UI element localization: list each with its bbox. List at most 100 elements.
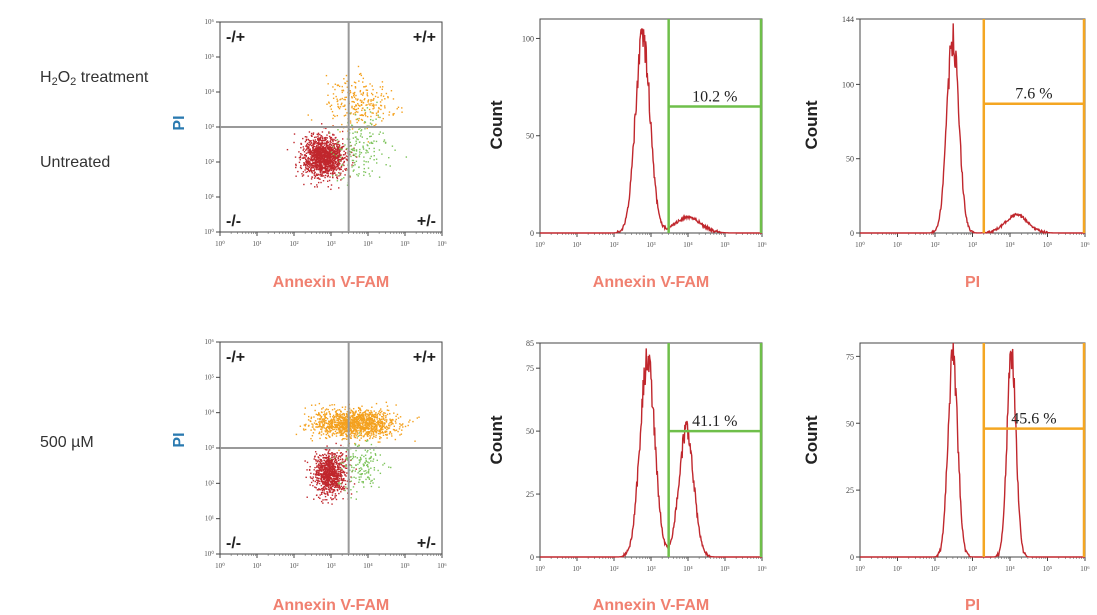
- scatter-point: [377, 111, 379, 113]
- scatter-point: [332, 414, 335, 417]
- scatter-point: [323, 415, 326, 417]
- scatter-point: [335, 475, 338, 478]
- scatter-point: [302, 157, 305, 159]
- scatter-point: [304, 460, 306, 462]
- scatter-point: [319, 494, 321, 496]
- scatter-point: [375, 114, 378, 116]
- scatter-point: [313, 469, 315, 471]
- scatter-point: [335, 456, 337, 458]
- scatter-point: [387, 409, 390, 412]
- scatter-point: [312, 432, 315, 434]
- x-tick-label: 10⁶: [437, 240, 447, 248]
- scatter-point: [315, 453, 318, 455]
- scatter-point: [335, 428, 337, 431]
- scatter-point: [327, 141, 330, 144]
- scatter-point: [337, 468, 339, 471]
- scatter-point: [318, 150, 320, 153]
- scatter-point: [325, 449, 328, 451]
- scatter-point: [324, 153, 326, 156]
- scatter-point: [331, 166, 333, 168]
- scatter-point: [392, 423, 394, 425]
- scatter-point: [332, 148, 335, 150]
- scatter-point: [368, 173, 371, 175]
- scatter-point: [388, 156, 390, 159]
- scatter-point: [370, 455, 372, 458]
- scatter-point: [409, 419, 411, 421]
- scatter-point: [336, 177, 339, 180]
- scatter-point: [334, 168, 336, 170]
- scatter-point: [324, 167, 327, 169]
- scatter-point: [336, 423, 339, 426]
- scatter-point: [352, 154, 355, 156]
- scatter-point: [360, 433, 363, 435]
- scatter-point: [360, 114, 363, 116]
- scatter-point: [320, 123, 323, 125]
- scatter-point: [326, 152, 329, 155]
- scatter-point: [319, 422, 321, 425]
- scatter-point: [322, 487, 324, 490]
- scatter-point: [312, 170, 315, 172]
- scatter-point: [362, 463, 365, 465]
- y-axis-label: Count: [802, 415, 821, 464]
- scatter-point: [390, 420, 392, 422]
- scatter-point: [336, 142, 338, 144]
- scatter-point: [326, 158, 329, 161]
- scatter-point: [378, 411, 380, 413]
- scatter-point: [317, 134, 319, 136]
- scatter-point: [355, 468, 357, 470]
- scatter-point: [356, 413, 359, 415]
- scatter-point: [332, 93, 335, 95]
- scatter-point: [316, 489, 319, 491]
- scatter-point: [310, 144, 313, 147]
- scatter-point: [315, 470, 318, 473]
- scatter-point: [337, 149, 339, 151]
- x-tick-label: 10⁴: [683, 565, 693, 573]
- scatter-point: [333, 473, 335, 475]
- y-tick-label: 50: [846, 419, 854, 428]
- scatter-point: [310, 183, 312, 185]
- scatter-point: [373, 150, 375, 153]
- scatter-point: [328, 426, 330, 428]
- scatter-point: [323, 420, 325, 422]
- scatter-point: [319, 157, 321, 159]
- scatter-point: [339, 163, 341, 165]
- scatter-point: [361, 109, 363, 112]
- scatter-point: [332, 418, 335, 421]
- scatter-point: [333, 469, 336, 471]
- scatter-point: [325, 138, 327, 141]
- scatter-point: [367, 100, 369, 102]
- scatter-point: [364, 413, 367, 416]
- scatter-point: [356, 419, 358, 422]
- scatter-point: [324, 139, 326, 142]
- scatter-point: [335, 426, 337, 429]
- scatter-point: [341, 102, 343, 105]
- scatter-point: [352, 423, 354, 425]
- scatter-point: [341, 429, 344, 431]
- scatter-point: [401, 111, 403, 113]
- scatter-point: [309, 169, 311, 172]
- scatter-point: [332, 466, 335, 468]
- scatter-point: [375, 428, 378, 431]
- y-tick-label: 0: [530, 229, 534, 238]
- scatter-point: [418, 416, 420, 418]
- scatter-point: [319, 489, 321, 491]
- scatter-point: [325, 152, 328, 154]
- scatter-point: [337, 155, 339, 157]
- scatter-point: [339, 458, 342, 461]
- scatter-point: [372, 133, 374, 135]
- scatter-point: [332, 173, 334, 175]
- scatter-point: [316, 155, 318, 158]
- scatter-point: [356, 491, 358, 493]
- scatter-point: [379, 424, 381, 427]
- scatter-point: [322, 160, 325, 162]
- scatter-point: [414, 440, 416, 442]
- x-tick-label: 10⁰: [535, 241, 545, 249]
- row-label-untreated: Untreated: [40, 154, 111, 171]
- scatter-point: [334, 483, 336, 485]
- scatter-point: [318, 412, 320, 414]
- scatter-point: [363, 419, 366, 422]
- scatter-point: [323, 167, 325, 169]
- scatter-point: [389, 421, 391, 424]
- scatter-point: [384, 431, 387, 433]
- scatter-point: [345, 414, 348, 416]
